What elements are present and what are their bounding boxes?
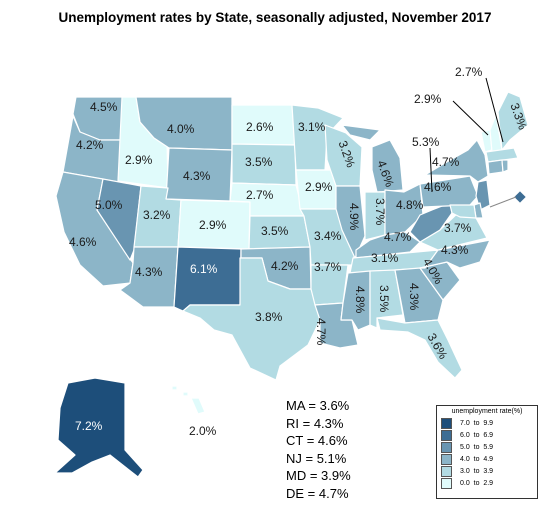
state-nv[interactable] (96, 178, 142, 261)
state-nj[interactable] (475, 179, 491, 211)
label-ny: 4.7% (432, 155, 460, 169)
label-nh: 2.7% (455, 65, 483, 79)
state-ny[interactable] (424, 139, 489, 183)
label-id: 2.9% (125, 153, 153, 167)
label-nd: 2.6% (246, 120, 274, 134)
label-az: 4.3% (135, 265, 163, 279)
label-ar: 3.7% (314, 260, 342, 274)
state-pa[interactable] (419, 175, 479, 208)
small-states-list: MA = 3.6% RI = 4.3% CT = 4.6% NJ = 5.1% … (286, 397, 351, 502)
label-vt: 2.9% (414, 92, 442, 106)
label-or: 4.2% (76, 138, 104, 152)
label-ne: 2.7% (246, 188, 274, 202)
label-ok: 4.2% (271, 259, 299, 273)
dc-marker (514, 191, 526, 203)
label-co: 2.9% (199, 218, 227, 232)
label-la: 4.7% (314, 318, 328, 346)
state-tx[interactable] (182, 257, 321, 381)
label-nm: 6.1% (190, 262, 218, 276)
legend-label: 0.0 to 2.9 (460, 479, 494, 487)
label-tx: 3.8% (255, 310, 283, 324)
label-ut: 3.2% (143, 208, 171, 222)
label-ks: 3.5% (261, 224, 289, 238)
state-hi[interactable] (171, 385, 206, 415)
legend-title: unemployment rate(%) (451, 408, 523, 415)
label-nc: 4.3% (441, 243, 469, 257)
label-tn: 3.1% (371, 251, 399, 265)
legend-swatch (441, 465, 452, 477)
label-wy: 4.3% (183, 169, 211, 183)
label-oh: 4.8% (396, 198, 424, 212)
state-fl[interactable] (376, 317, 463, 379)
legend-swatch (441, 477, 452, 489)
legend-label: 7.0 to 9.9 (460, 419, 494, 427)
label-ca: 4.6% (69, 235, 97, 249)
label-sd: 3.5% (245, 155, 273, 169)
state-wv[interactable] (409, 202, 453, 243)
dc-leader-line (489, 196, 517, 208)
label-il: 4.9% (347, 203, 361, 231)
wv-leader-line (429, 147, 433, 193)
legend-row: 3.0 to 3.9 (441, 465, 537, 477)
legend-label: 6.0 to 6.9 (460, 431, 494, 439)
small-state-ri: RI = 4.3% (286, 415, 344, 431)
label-mo: 3.4% (314, 229, 342, 243)
legend-swatch (441, 453, 452, 465)
legend-row: 7.0 to 9.9 (441, 417, 537, 429)
nh-leader-line (485, 77, 504, 143)
label-ms: 4.8% (353, 286, 367, 314)
label-nv: 5.0% (95, 198, 123, 212)
label-wa: 4.5% (90, 100, 118, 114)
small-state-ct: CT = 4.6% (286, 433, 348, 448)
legend-label: 5.0 to 5.9 (460, 443, 494, 451)
label-in: 3.7% (373, 198, 387, 226)
label-mt: 4.0% (167, 122, 195, 136)
map-title: Unemployment rates by State, seasonally … (58, 10, 492, 25)
state-ga[interactable] (394, 267, 444, 324)
state-mi[interactable] (341, 124, 404, 193)
state-ma[interactable] (485, 147, 519, 163)
label-mn: 3.1% (298, 120, 326, 134)
state-ak[interactable] (54, 377, 144, 478)
small-state-ma: MA = 3.6% (286, 398, 350, 413)
legend-swatch (441, 417, 452, 429)
label-al: 3.5% (377, 285, 391, 313)
label-ia: 2.9% (305, 180, 333, 194)
legend: unemployment rate(%) 7.0 to 9.9 6.0 to 6… (436, 405, 538, 499)
label-ga: 4.3% (407, 283, 421, 311)
label-hi: 2.0% (189, 424, 217, 438)
small-state-de: DE = 4.7% (286, 485, 349, 501)
legend-row: 5.0 to 5.9 (441, 441, 537, 453)
state-md[interactable] (449, 204, 477, 219)
label-pa: 4.6% (424, 180, 452, 194)
vt-leader-line (452, 100, 489, 136)
legend-row: 0.0 to 2.9 (441, 477, 537, 489)
legend-row: 4.0 to 4.9 (441, 453, 537, 465)
label-va: 3.7% (444, 221, 472, 235)
legend-label: 3.0 to 3.9 (460, 467, 494, 475)
legend-row: 6.0 to 6.9 (441, 429, 537, 441)
label-wv: 5.3% (412, 135, 440, 149)
label-ky: 4.7% (384, 230, 412, 244)
state-ri[interactable] (501, 159, 509, 173)
state-ct[interactable] (487, 159, 504, 175)
state-nm[interactable] (173, 246, 242, 312)
small-state-nj: NJ = 5.1% (286, 450, 347, 466)
legend-swatch (441, 429, 452, 441)
small-state-md: MD = 3.9% (286, 468, 351, 483)
legend-swatch (441, 441, 452, 453)
label-ak: 7.2% (75, 419, 103, 433)
legend-label: 4.0 to 4.9 (460, 455, 494, 463)
